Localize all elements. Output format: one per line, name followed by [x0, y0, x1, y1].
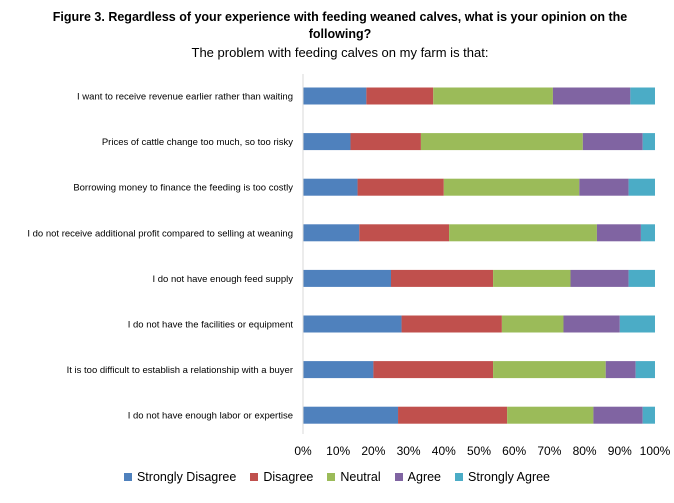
legend-swatch — [250, 473, 259, 481]
chart-subtitle: The problem with feeding calves on my fa… — [191, 45, 489, 60]
bar-segment-agree — [563, 315, 620, 333]
bar-segment-strongly-agree — [619, 315, 655, 333]
category-label: Borrowing money to finance the feeding i… — [73, 183, 293, 194]
bar-segment-agree — [593, 406, 643, 424]
bar-segment-neutral — [493, 269, 571, 287]
legend-item: Disagree — [250, 470, 313, 484]
legend-label: Neutral — [340, 470, 381, 484]
bar-segment-neutral — [507, 406, 594, 424]
bar-segment-disagree — [373, 361, 494, 379]
bar-segment-disagree — [366, 87, 434, 105]
bar-segment-disagree — [350, 133, 421, 151]
x-tick-label: 40% — [432, 444, 456, 458]
bar-segment-neutral — [493, 361, 606, 379]
legend-label: Strongly Agree — [468, 470, 551, 484]
bar-segment-strongly-disagree — [303, 406, 399, 424]
bar-segment-strongly-disagree — [303, 224, 360, 242]
legend-label: Disagree — [263, 470, 314, 484]
x-tick-label: 70% — [537, 444, 561, 458]
bar-segment-strongly-disagree — [303, 315, 402, 333]
bar-segment-strongly-agree — [630, 87, 655, 105]
category-label: I do not have enough labor or expertise — [128, 411, 293, 422]
bar-segment-strongly-agree — [642, 406, 655, 424]
legend-item: Agree — [394, 470, 442, 484]
category-label: I want to receive revenue earlier rather… — [77, 92, 293, 103]
x-tick-label: 60% — [502, 444, 526, 458]
bar-segment-strongly-disagree — [303, 87, 367, 105]
bar-segment-neutral — [449, 224, 597, 242]
legend-item: Strongly Disagree — [123, 470, 237, 484]
x-tick-label: 20% — [361, 444, 385, 458]
bar-segment-agree — [582, 133, 643, 151]
legend-swatch — [123, 473, 132, 481]
legend-swatch — [455, 473, 464, 481]
x-tick-label: 30% — [397, 444, 421, 458]
chart-title: Figure 3. Regardless of your experience … — [52, 10, 628, 41]
category-label: Prices of cattle change too much, so too… — [102, 137, 293, 148]
bar-segment-disagree — [401, 315, 502, 333]
legend-label: Strongly Disagree — [136, 470, 237, 484]
bar-segment-agree — [605, 361, 636, 379]
bar-segment-disagree — [391, 269, 494, 287]
bar-segment-strongly-agree — [628, 178, 655, 196]
x-tick-label: 50% — [467, 444, 491, 458]
bar-segment-strongly-agree — [642, 133, 655, 151]
category-label: I do not have the facilities or equipmen… — [128, 320, 294, 331]
legend-label: Agree — [407, 470, 442, 484]
bar-segment-neutral — [420, 133, 583, 151]
bar-segment-disagree — [398, 406, 508, 424]
bar-segment-agree — [579, 178, 629, 196]
bar-segment-agree — [570, 269, 629, 287]
category-label: It is too difficult to establish a relat… — [67, 365, 293, 376]
bar-segment-agree — [596, 224, 641, 242]
legend-swatch — [394, 473, 403, 481]
bar-segment-disagree — [359, 224, 450, 242]
legend-item: Strongly Agree — [455, 470, 550, 484]
bar-segment-agree — [552, 87, 631, 105]
bar-segment-strongly-disagree — [303, 133, 351, 151]
stacked-bar-chart: I want to receive revenue earlier rather… — [27, 74, 671, 458]
bar-segment-neutral — [433, 87, 553, 105]
bar-segment-strongly-agree — [635, 361, 655, 379]
bar-segment-strongly-disagree — [303, 178, 358, 196]
legend-item: Neutral — [327, 470, 381, 484]
bar-segment-strongly-agree — [628, 269, 655, 287]
bar-segment-strongly-disagree — [303, 269, 391, 287]
bar-segment-neutral — [443, 178, 580, 196]
category-label: I do not have enough feed supply — [152, 274, 293, 285]
legend-swatch — [327, 473, 336, 481]
x-tick-label: 10% — [326, 444, 350, 458]
bar-segment-strongly-agree — [640, 224, 655, 242]
bar-segment-neutral — [501, 315, 564, 333]
bar-segment-strongly-disagree — [303, 361, 374, 379]
x-tick-label: 90% — [608, 444, 632, 458]
x-tick-label: 0% — [294, 444, 312, 458]
x-tick-label: 100% — [640, 444, 671, 458]
category-label: I do not receive additional profit compa… — [27, 228, 293, 239]
chart-legend: Strongly Disagree Disagree Neutral Agree Str… — [0, 470, 674, 484]
bar-segment-disagree — [357, 178, 444, 196]
x-tick-label: 80% — [573, 444, 597, 458]
